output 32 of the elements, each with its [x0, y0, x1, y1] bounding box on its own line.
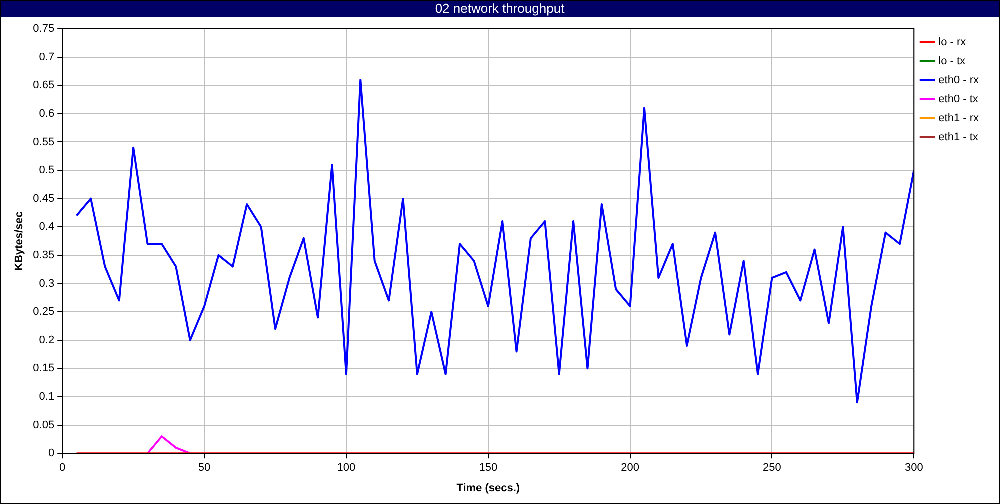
legend-label: eth1 - rx [938, 112, 980, 125]
y-tick-label: 0.55 [33, 136, 55, 148]
y-tick-label: 0.7 [39, 51, 55, 64]
x-axis-title: Time (secs.) [456, 482, 520, 494]
y-tick-label: 0.5 [39, 164, 55, 177]
x-tick-label: 200 [621, 462, 640, 474]
x-tick-label: 0 [60, 462, 66, 474]
y-tick-label: 0.15 [33, 362, 55, 375]
x-tick-label: 150 [479, 462, 498, 474]
x-tick-label: 250 [763, 462, 782, 474]
x-tick-label: 300 [904, 462, 924, 474]
y-axis-title: KBytes/sec [14, 212, 26, 271]
y-tick-label: 0.6 [39, 108, 55, 120]
y-tick-label: 0.35 [33, 249, 55, 262]
legend-label: eth1 - tx [938, 132, 979, 144]
x-tick-label: 50 [198, 462, 211, 474]
y-tick-label: 0.05 [33, 419, 55, 432]
y-tick-label: 0.65 [33, 80, 55, 92]
legend-label: eth0 - rx [938, 74, 980, 87]
x-tick-label: 100 [337, 462, 356, 474]
legend-label: lo - rx [938, 36, 967, 49]
y-tick-label: 0.4 [39, 221, 55, 234]
y-tick-label: 0.75 [33, 23, 55, 36]
legend-label: eth0 - tx [938, 94, 979, 106]
y-tick-label: 0.45 [33, 192, 55, 205]
y-tick-label: 0.1 [39, 391, 55, 404]
y-tick-label: 0.25 [33, 306, 55, 318]
y-tick-label: 0.3 [39, 278, 55, 290]
y-tick-label: 0 [48, 448, 55, 460]
chart-title: 02 network throughput [1, 1, 999, 17]
legend-label: lo - tx [938, 56, 966, 68]
y-tick-label: 0.2 [39, 334, 55, 346]
